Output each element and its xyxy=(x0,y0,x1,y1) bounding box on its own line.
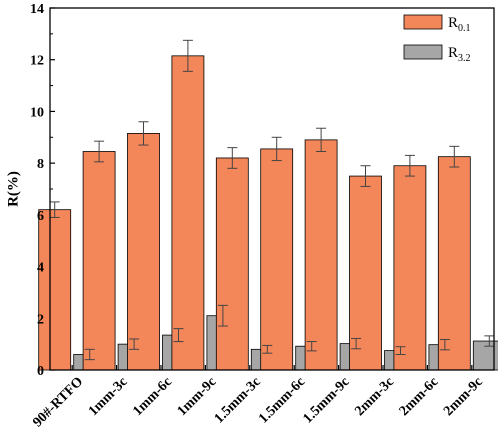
x-tick-label: 1mm-6c xyxy=(130,374,175,419)
y-tick-label: 0 xyxy=(37,364,44,379)
x-tick-label: 1.5mm-6c xyxy=(256,374,308,426)
bar-01 xyxy=(393,165,427,371)
bars xyxy=(38,55,498,371)
y-tick-label: 12 xyxy=(30,54,44,69)
bar-01 xyxy=(349,175,382,371)
plot-frame xyxy=(49,7,495,371)
bar-01 xyxy=(127,133,160,371)
x-tick-label: 2mm-9c xyxy=(441,374,486,419)
x-tick-label: 1mm-9c xyxy=(175,374,220,419)
y-tick-label: 10 xyxy=(30,105,44,120)
x-tick-label: 1.5mm-3c xyxy=(212,374,264,426)
bar-01 xyxy=(437,156,471,371)
x-tick-label: 2mm-6c xyxy=(397,374,442,419)
x-tick-label: 90#-RTFO xyxy=(30,374,86,430)
y-tick-label: 2 xyxy=(37,312,44,327)
legend-label-r01: R0.1 xyxy=(448,15,471,34)
bar-01 xyxy=(171,55,205,371)
y-tick-label: 8 xyxy=(37,157,44,172)
legend: R0.1 R3.2 xyxy=(403,14,471,64)
x-tick-label: 1mm-3c xyxy=(86,374,131,419)
legend-swatch-r01 xyxy=(403,14,443,30)
y-tick-label: 6 xyxy=(37,209,44,224)
bar-01 xyxy=(215,157,249,371)
y-tick-labels: 0 2 4 6 8 10 12 14 xyxy=(30,2,44,379)
legend-swatch-r32 xyxy=(403,44,443,60)
bar-01 xyxy=(38,209,72,371)
x-tick-label: 2mm-3c xyxy=(352,374,397,419)
error-bars xyxy=(49,39,495,361)
bar-01 xyxy=(304,139,338,371)
legend-label-r32: R3.2 xyxy=(448,45,471,64)
x-tick-labels: 90#-RTFO 1mm-3c 1mm-6c 1mm-9c1.5mm-3c1.5mm-… xyxy=(30,374,486,430)
y-tick-label: 4 xyxy=(37,261,44,276)
bar-01 xyxy=(260,148,294,371)
x-tick-label: 1.5mm-9c xyxy=(301,374,353,426)
y-axis-title: R(%) xyxy=(5,171,21,207)
bar-01 xyxy=(82,151,116,371)
y-tick-label: 14 xyxy=(30,2,44,17)
